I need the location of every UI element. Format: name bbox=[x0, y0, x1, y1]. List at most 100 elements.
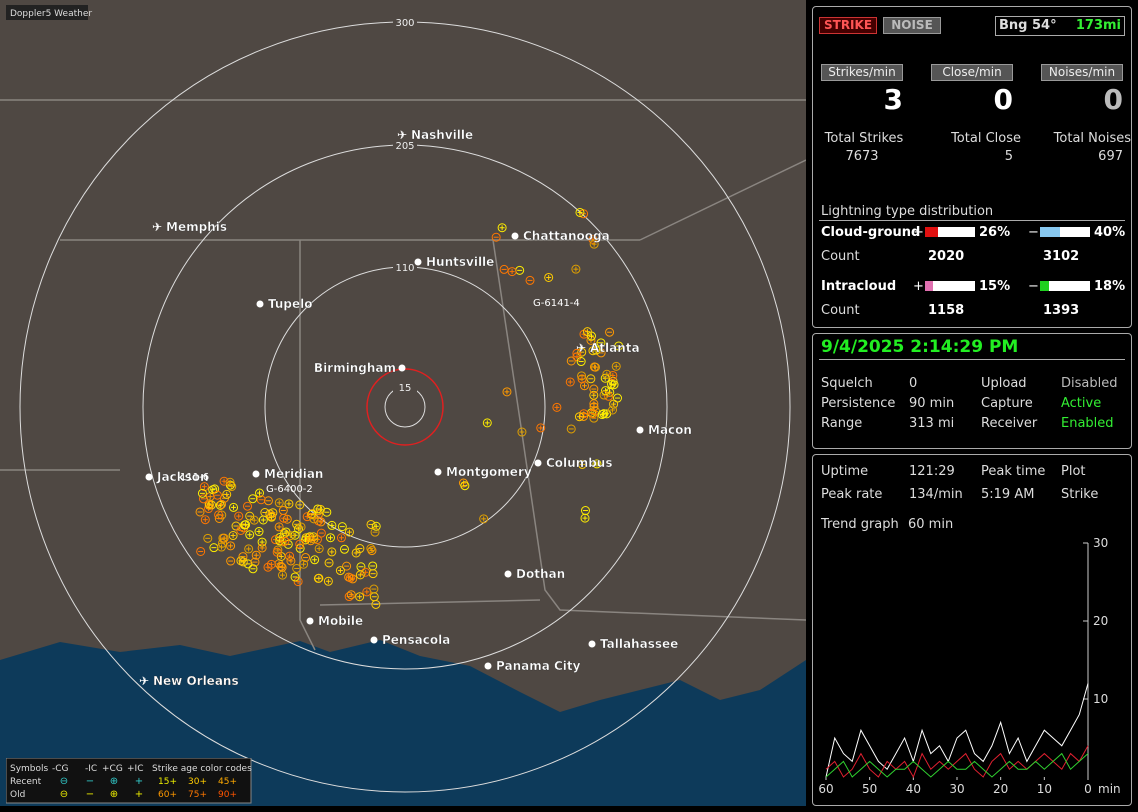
title-bg bbox=[6, 5, 88, 20]
strike bbox=[344, 527, 354, 537]
x-tick-label: 0 bbox=[1084, 782, 1092, 796]
strike bbox=[614, 341, 624, 351]
pct-bar-bg bbox=[925, 227, 975, 237]
total-value: 697 bbox=[1098, 149, 1123, 164]
y-tick-label: 20 bbox=[1093, 614, 1108, 628]
strike bbox=[370, 527, 380, 537]
strike bbox=[314, 544, 324, 554]
airport-icon: ✈ bbox=[576, 341, 586, 355]
pct-label: 26% bbox=[979, 225, 1011, 240]
setting: 90 min bbox=[909, 396, 955, 411]
storm-label: G-6141-4 bbox=[533, 298, 580, 309]
strike bbox=[260, 508, 270, 518]
strike bbox=[592, 459, 602, 469]
legend-age: 15+ bbox=[158, 777, 177, 787]
total-label: Total Noises bbox=[1053, 131, 1131, 146]
strike-button[interactable]: STRIKE bbox=[819, 17, 877, 34]
strike bbox=[566, 424, 576, 434]
type-label: Intracloud bbox=[821, 279, 897, 294]
strike bbox=[566, 356, 576, 366]
total-value: 7673 bbox=[845, 149, 879, 164]
strike bbox=[251, 550, 261, 560]
legend-age: 90+ bbox=[218, 790, 237, 800]
legend-header: -CG bbox=[52, 764, 69, 774]
strike bbox=[482, 418, 492, 428]
setting: Enabled bbox=[1061, 416, 1114, 431]
ring-label: 205 bbox=[395, 141, 414, 152]
legend-row: Recent bbox=[10, 777, 42, 787]
legend-symbol: − bbox=[86, 789, 94, 800]
strike bbox=[316, 528, 326, 538]
strike bbox=[198, 494, 208, 504]
noise-button[interactable]: NOISE bbox=[883, 17, 941, 34]
strike bbox=[323, 576, 333, 586]
ring-label-bg bbox=[393, 16, 417, 28]
city-label: Nashville bbox=[411, 128, 473, 142]
strike bbox=[219, 533, 229, 543]
city-dot bbox=[414, 258, 422, 266]
y-tick-label: 10 bbox=[1093, 692, 1108, 706]
stat: Uptime bbox=[821, 464, 869, 479]
legend-header: Symbols bbox=[10, 764, 49, 774]
counts-panel: STRIKE NOISE Bng 54° 173mi Strikes/min 3 T… bbox=[812, 6, 1132, 328]
legend-symbol: − bbox=[86, 776, 94, 787]
strike bbox=[366, 519, 376, 529]
x-tick-label: 20 bbox=[993, 782, 1008, 796]
strike bbox=[324, 558, 334, 568]
storm-label: 111-6 bbox=[180, 472, 209, 483]
bearing: Bng 54° bbox=[999, 18, 1057, 33]
ring-label-bg bbox=[393, 261, 417, 273]
strike bbox=[285, 551, 295, 561]
strike bbox=[257, 543, 267, 553]
legend-symbol: ⊕ bbox=[110, 789, 118, 800]
x-tick-label: 30 bbox=[949, 782, 964, 796]
strike bbox=[565, 377, 575, 387]
strike bbox=[611, 361, 621, 371]
strike bbox=[284, 499, 294, 509]
strike bbox=[226, 556, 236, 566]
legend-symbol: + bbox=[135, 776, 143, 787]
y-tick-label: 30 bbox=[1093, 536, 1108, 550]
strike bbox=[214, 510, 224, 520]
setting: Active bbox=[1061, 396, 1102, 411]
strike bbox=[577, 347, 587, 357]
city-dot bbox=[398, 364, 406, 372]
strike bbox=[507, 267, 517, 277]
stat: Strike bbox=[1061, 487, 1099, 502]
strike bbox=[199, 482, 209, 492]
city-label: Mobile bbox=[318, 614, 363, 628]
strike bbox=[248, 494, 258, 504]
strike bbox=[280, 536, 290, 546]
sign: + bbox=[913, 225, 924, 240]
rate-value: 0 bbox=[993, 83, 1013, 116]
strike bbox=[265, 509, 275, 519]
strike bbox=[327, 547, 337, 557]
setting: Receiver bbox=[981, 416, 1038, 431]
city-label: Tallahassee bbox=[600, 637, 678, 651]
pct-bar bbox=[925, 227, 938, 237]
strike bbox=[292, 519, 302, 529]
setting: 313 mi bbox=[909, 416, 955, 431]
city-label: Meridian bbox=[264, 467, 323, 481]
strike bbox=[605, 327, 615, 337]
setting: Persistence bbox=[821, 396, 896, 411]
city-dot bbox=[252, 470, 260, 478]
total-value: 5 bbox=[1004, 149, 1013, 164]
city-dot bbox=[504, 570, 512, 578]
strike bbox=[577, 371, 587, 381]
divider bbox=[819, 220, 1125, 221]
strike bbox=[217, 499, 227, 509]
sign: + bbox=[913, 279, 924, 294]
ring-label: 300 bbox=[395, 18, 414, 29]
total-label: Total Close bbox=[951, 131, 1021, 146]
strike bbox=[589, 402, 599, 412]
city-dot bbox=[256, 300, 264, 308]
strike bbox=[255, 488, 265, 498]
strike bbox=[302, 512, 312, 522]
strike bbox=[309, 534, 319, 544]
city-dot bbox=[306, 617, 314, 625]
setting: Squelch bbox=[821, 376, 873, 391]
strike bbox=[371, 599, 381, 609]
strike bbox=[274, 498, 284, 508]
